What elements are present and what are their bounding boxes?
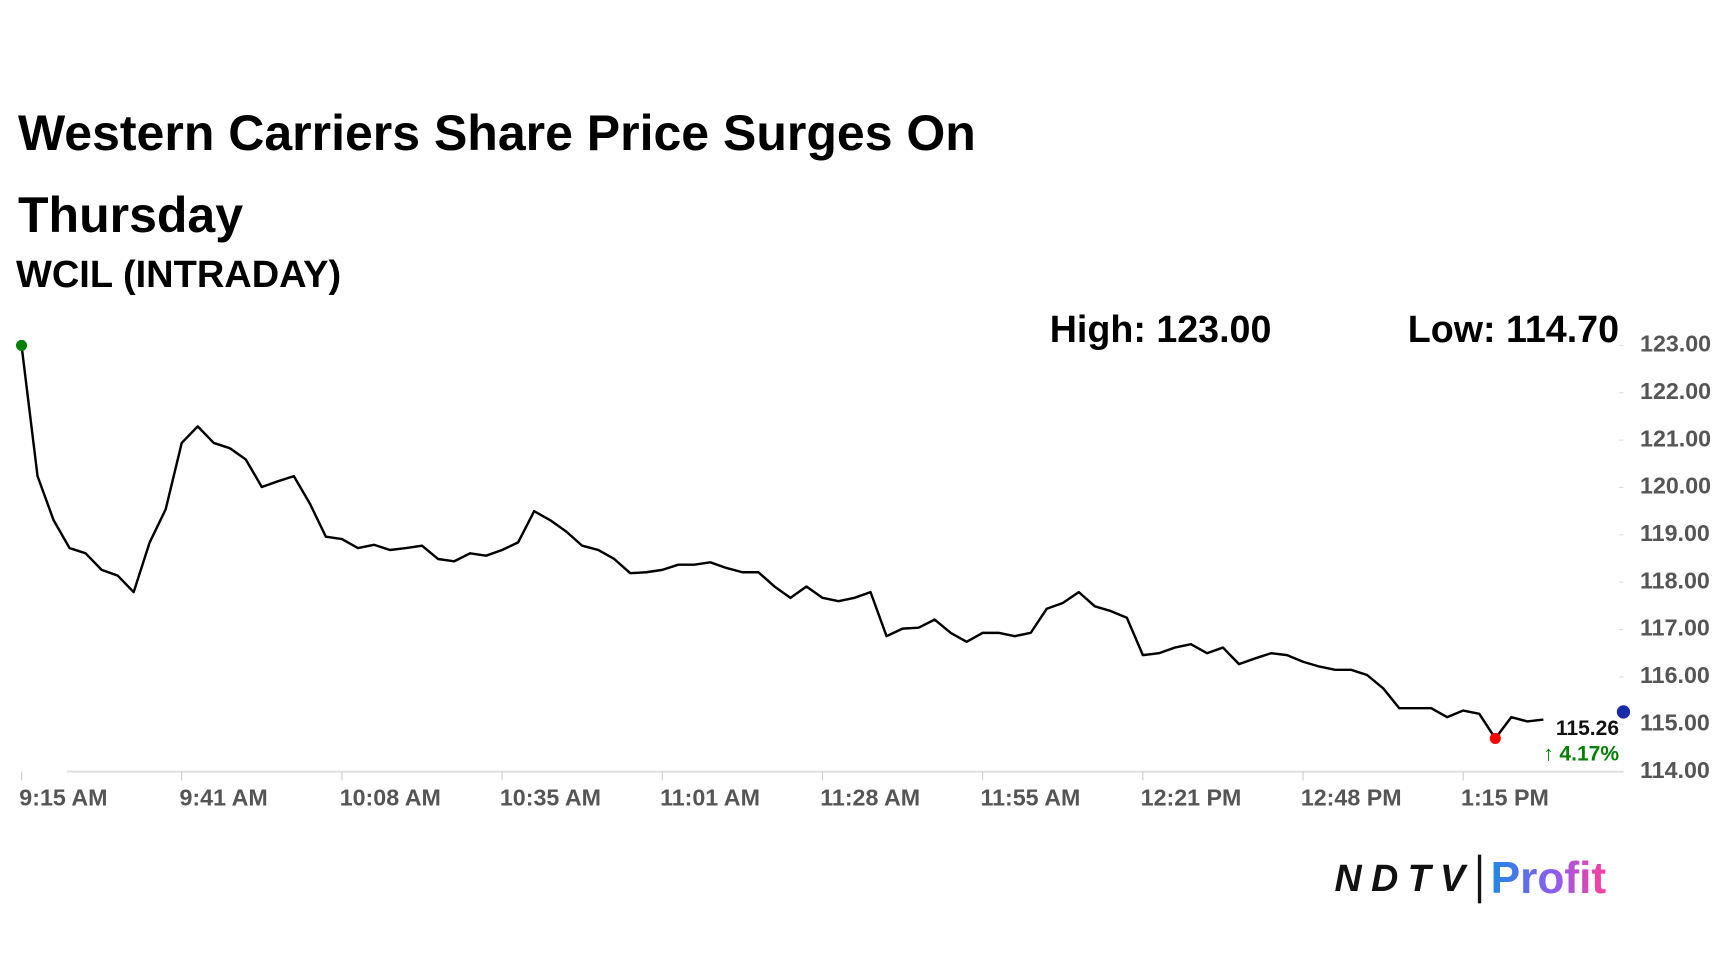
low-dot [1489,732,1501,745]
change-label: ↑ 4.17% [1543,743,1619,766]
x-tick-label: 11:01 AM [660,784,760,810]
chart-subtitle: WCIL (INTRADAY) [16,254,342,296]
y-tick-label: 123.00 [1640,331,1711,357]
high-dot [15,339,28,351]
y-tick-label: 119.00 [1640,520,1710,546]
low-label: Low: 114.70 [1408,308,1619,350]
x-tick-label: 12:48 PM [1301,784,1402,810]
x-tick-label: 9:15 AM [19,784,107,810]
y-tick-label: 120.00 [1640,473,1711,499]
y-tick-label: 122.00 [1640,378,1711,404]
x-tick-label: 12:21 PM [1141,784,1242,810]
last-value-label: 115.26 [1556,717,1619,740]
x-tick-label: 11:28 AM [820,784,920,810]
chart-title: Western Carriers Share Price Surges On T… [18,105,976,243]
y-tick-label: 117.00 [1640,615,1710,641]
y-tick-label: 114.00 [1640,757,1710,783]
y-tick-label: 118.00 [1640,567,1710,593]
last-dot [1616,705,1631,719]
y-tick-label: 121.00 [1640,425,1711,451]
x-tick-label: 10:35 AM [500,784,601,810]
x-tick-label: 10:08 AM [340,784,441,810]
x-tick-label: 1:15 PM [1461,784,1549,810]
high-label: High: 123.00 [1050,308,1272,350]
price-line [20,345,1544,740]
y-tick-label: 115.00 [1640,709,1710,735]
brand-ndtv: NDTV [1335,857,1469,899]
x-tick-label: 11:55 AM [980,784,1080,810]
y-tick-label: 116.00 [1640,662,1710,688]
x-tick-label: 9:41 AM [180,784,268,810]
brand-profit: Profit [1491,854,1607,903]
